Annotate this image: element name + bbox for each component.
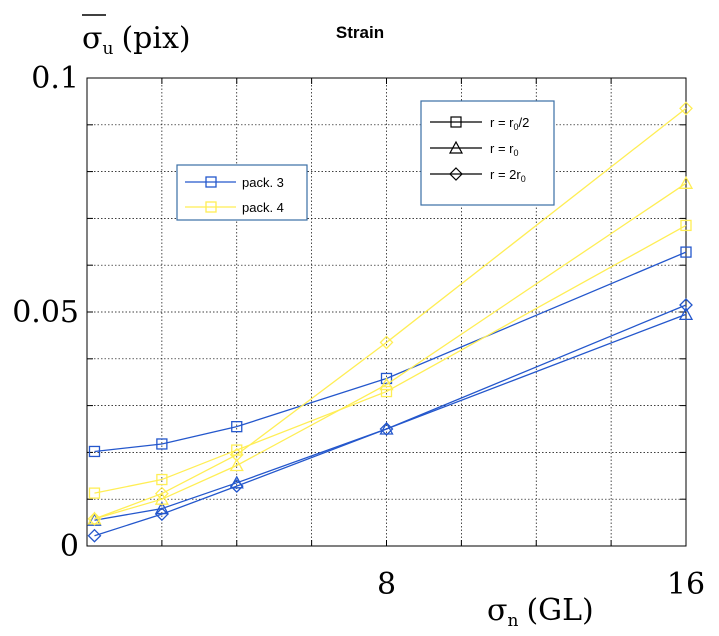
data-point-square — [156, 473, 168, 486]
x-axis-label-unit: (GL) — [526, 593, 593, 628]
legend-entry-r-zero: r = r0 — [430, 140, 519, 158]
svg-text:r = r0: r = r0 — [490, 141, 519, 158]
svg-text:pack. 3: pack. 3 — [242, 175, 284, 190]
data-point-diamond — [679, 298, 693, 312]
data-point-square — [680, 219, 692, 232]
data-point-square — [88, 445, 101, 458]
tick-labels: 8 16 0 0.05 0.1 — [12, 61, 705, 602]
legend-radius-box — [420, 100, 555, 206]
svg-text:σu(pix): σu (pix) — [82, 21, 191, 59]
data-point-square — [231, 421, 243, 433]
x-axis-label: σn (GL) — [487, 593, 594, 631]
series-line — [94, 107, 687, 520]
x-axis-label-sub: n — [507, 611, 518, 631]
series-line — [94, 304, 687, 537]
svg-text:r = 2r0: r = 2r0 — [490, 167, 526, 184]
data-point-square — [680, 246, 692, 258]
series-line — [94, 182, 687, 520]
data-point-diamond — [379, 422, 394, 436]
x-axis-label-symbol: σ — [487, 593, 507, 628]
series-pack-4-square — [88, 219, 692, 499]
series-line — [94, 313, 687, 521]
chart-title: Strain — [336, 23, 384, 42]
legend-packages-box — [176, 164, 308, 221]
data-point-diamond — [154, 507, 169, 522]
data-point-triangle — [678, 175, 694, 189]
y-tick-label: 0.05 — [12, 295, 79, 330]
y-tick-label: 0 — [60, 529, 79, 564]
data-point-diamond — [679, 101, 693, 116]
data-point-square — [380, 372, 393, 385]
data-point-diamond — [379, 335, 394, 350]
data-point-triangle — [229, 458, 244, 472]
axis-ticks — [86, 77, 687, 547]
data-point-diamond — [229, 447, 244, 462]
series-pack-3-diamond — [87, 298, 693, 543]
legend-radius: r = r0/2 r = r0 r = 2r0 — [420, 100, 555, 206]
svg-text:pack. 4: pack. 4 — [242, 200, 284, 215]
data-point-diamond — [154, 486, 169, 501]
legend-packages: pack. 3 pack. 4 — [176, 164, 308, 221]
data-point-diamond — [87, 511, 102, 526]
data-point-square — [88, 487, 101, 499]
series-layer — [87, 101, 694, 543]
y-axis-label-sub: u — [102, 39, 113, 59]
data-point-triangle — [379, 377, 394, 391]
data-point-square — [380, 385, 393, 398]
svg-text:r = r0/2: r = r0/2 — [490, 115, 529, 132]
data-point-triangle — [379, 421, 394, 435]
y-axis-label-symbol: σ — [82, 21, 102, 56]
y-tick-label: 0.1 — [31, 61, 79, 96]
data-point-diamond — [87, 528, 102, 543]
legend-entry-pack-3: pack. 3 — [185, 175, 284, 190]
legend-entry-pack-4: pack. 4 — [185, 200, 284, 215]
y-axis-label-unit: (pix) — [121, 21, 190, 56]
x-tick-label: 8 — [377, 567, 396, 602]
data-point-diamond — [229, 479, 244, 494]
data-point-square — [156, 438, 168, 450]
x-tick-label: 16 — [667, 567, 705, 602]
data-point-triangle — [678, 306, 694, 320]
legend-entry-r-half: r = r0/2 — [430, 115, 529, 132]
y-axis-label: σu (pix) — [82, 14, 191, 59]
legend-entry-r-double: r = 2r0 — [430, 167, 526, 184]
data-point-triangle — [154, 491, 169, 505]
series-line — [94, 224, 687, 494]
series-pack-4-diamond — [87, 101, 693, 526]
